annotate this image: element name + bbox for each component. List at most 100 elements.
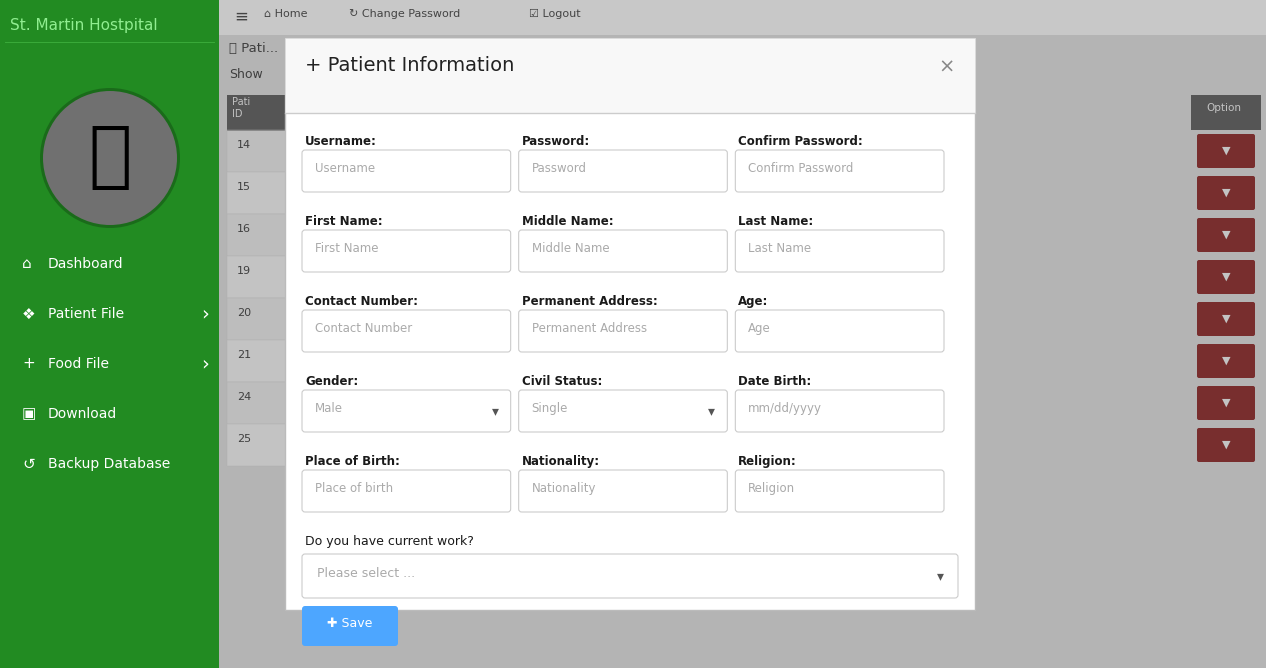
Text: Option: Option — [1206, 103, 1241, 113]
Text: ≡: ≡ — [234, 8, 248, 26]
Text: Patient File: Patient File — [48, 307, 124, 321]
FancyBboxPatch shape — [1196, 218, 1255, 252]
Text: ▼: ▼ — [1222, 398, 1231, 408]
Text: 21: 21 — [237, 350, 251, 360]
FancyBboxPatch shape — [519, 310, 728, 352]
FancyBboxPatch shape — [1196, 302, 1255, 336]
FancyBboxPatch shape — [227, 340, 298, 382]
Text: 15: 15 — [237, 182, 251, 192]
Text: Contact Number:: Contact Number: — [305, 295, 418, 308]
Text: ▼: ▼ — [1222, 146, 1231, 156]
Text: Male: Male — [315, 402, 343, 415]
Text: Confirm Password: Confirm Password — [748, 162, 853, 175]
Text: Last Name:: Last Name: — [738, 215, 814, 228]
Text: Place of Birth:: Place of Birth: — [305, 455, 400, 468]
Text: Nationality:: Nationality: — [522, 455, 600, 468]
FancyBboxPatch shape — [219, 35, 1266, 668]
Text: Age:: Age: — [738, 295, 768, 308]
Text: ☑ Logout: ☑ Logout — [529, 9, 581, 19]
FancyBboxPatch shape — [227, 256, 298, 298]
Text: Username: Username — [315, 162, 375, 175]
Text: Gender:: Gender: — [305, 375, 358, 388]
Text: mm/dd/yyyy: mm/dd/yyyy — [748, 402, 823, 415]
FancyBboxPatch shape — [519, 150, 728, 192]
Text: Nationality: Nationality — [532, 482, 596, 495]
Text: 🐨: 🐨 — [89, 124, 132, 192]
Text: Dashboard: Dashboard — [48, 257, 124, 271]
Text: Password:: Password: — [522, 135, 590, 148]
FancyBboxPatch shape — [219, 35, 1266, 668]
Text: ▼: ▼ — [1222, 188, 1231, 198]
FancyBboxPatch shape — [227, 95, 298, 130]
Text: Date Birth:: Date Birth: — [738, 375, 812, 388]
FancyBboxPatch shape — [519, 390, 728, 432]
FancyBboxPatch shape — [1196, 260, 1255, 294]
Text: 25: 25 — [237, 434, 251, 444]
FancyBboxPatch shape — [303, 390, 510, 432]
Text: Pati
ID: Pati ID — [232, 97, 251, 119]
Text: ▼: ▼ — [1222, 272, 1231, 282]
Text: Confirm Password:: Confirm Password: — [738, 135, 863, 148]
FancyBboxPatch shape — [736, 470, 944, 512]
Text: Last Name: Last Name — [748, 242, 812, 255]
FancyBboxPatch shape — [1196, 134, 1255, 168]
Text: Food File: Food File — [48, 357, 109, 371]
Text: Place of birth: Place of birth — [315, 482, 394, 495]
Text: 20: 20 — [237, 308, 251, 318]
FancyBboxPatch shape — [1196, 386, 1255, 420]
Text: ▼: ▼ — [1222, 230, 1231, 240]
FancyBboxPatch shape — [736, 390, 944, 432]
FancyBboxPatch shape — [227, 214, 298, 256]
Text: 14: 14 — [237, 140, 251, 150]
Text: + Patient Information: + Patient Information — [305, 56, 514, 75]
FancyBboxPatch shape — [519, 230, 728, 272]
FancyBboxPatch shape — [227, 298, 298, 340]
Text: +: + — [22, 357, 34, 371]
FancyBboxPatch shape — [1196, 428, 1255, 462]
FancyBboxPatch shape — [227, 130, 298, 172]
Text: ▾: ▾ — [709, 404, 715, 418]
Text: Middle Name:: Middle Name: — [522, 215, 613, 228]
Text: ↻ Change Password: ↻ Change Password — [349, 9, 461, 19]
FancyBboxPatch shape — [285, 38, 975, 113]
Text: ▼: ▼ — [1222, 440, 1231, 450]
Text: Religion:: Religion: — [738, 455, 798, 468]
Text: ▾: ▾ — [491, 404, 499, 418]
Text: St. Martin Hostpital: St. Martin Hostpital — [10, 18, 158, 33]
Text: Permanent Address: Permanent Address — [532, 322, 647, 335]
FancyBboxPatch shape — [303, 554, 958, 598]
Text: ▼: ▼ — [1222, 314, 1231, 324]
Text: 24: 24 — [237, 392, 251, 402]
Text: ▼: ▼ — [1222, 356, 1231, 366]
Text: Age: Age — [748, 322, 771, 335]
FancyBboxPatch shape — [736, 230, 944, 272]
Text: 16: 16 — [237, 224, 251, 234]
Text: ⌂: ⌂ — [22, 257, 32, 271]
Ellipse shape — [43, 91, 177, 225]
Text: ›: › — [201, 305, 209, 323]
Text: Please select ...: Please select ... — [316, 567, 415, 580]
Text: ↺: ↺ — [22, 456, 34, 472]
FancyBboxPatch shape — [1196, 176, 1255, 210]
FancyBboxPatch shape — [736, 310, 944, 352]
Text: ▣: ▣ — [22, 407, 37, 422]
FancyBboxPatch shape — [303, 310, 510, 352]
Text: 19: 19 — [237, 266, 251, 276]
Text: Religion: Religion — [748, 482, 795, 495]
Text: ⌂ Home: ⌂ Home — [265, 9, 308, 19]
FancyBboxPatch shape — [303, 606, 398, 646]
Text: Contact Number: Contact Number — [315, 322, 413, 335]
Text: Do you have current work?: Do you have current work? — [305, 535, 473, 548]
Text: Permanent Address:: Permanent Address: — [522, 295, 657, 308]
Text: 👤 Pati...: 👤 Pati... — [229, 42, 279, 55]
FancyBboxPatch shape — [0, 0, 219, 668]
Text: Download: Download — [48, 407, 118, 421]
Text: ›: › — [201, 355, 209, 373]
Text: First Name:: First Name: — [305, 215, 382, 228]
FancyBboxPatch shape — [227, 424, 298, 466]
FancyBboxPatch shape — [303, 470, 510, 512]
FancyBboxPatch shape — [285, 38, 975, 610]
FancyBboxPatch shape — [736, 150, 944, 192]
FancyBboxPatch shape — [227, 382, 298, 424]
Text: ❖: ❖ — [22, 307, 35, 321]
